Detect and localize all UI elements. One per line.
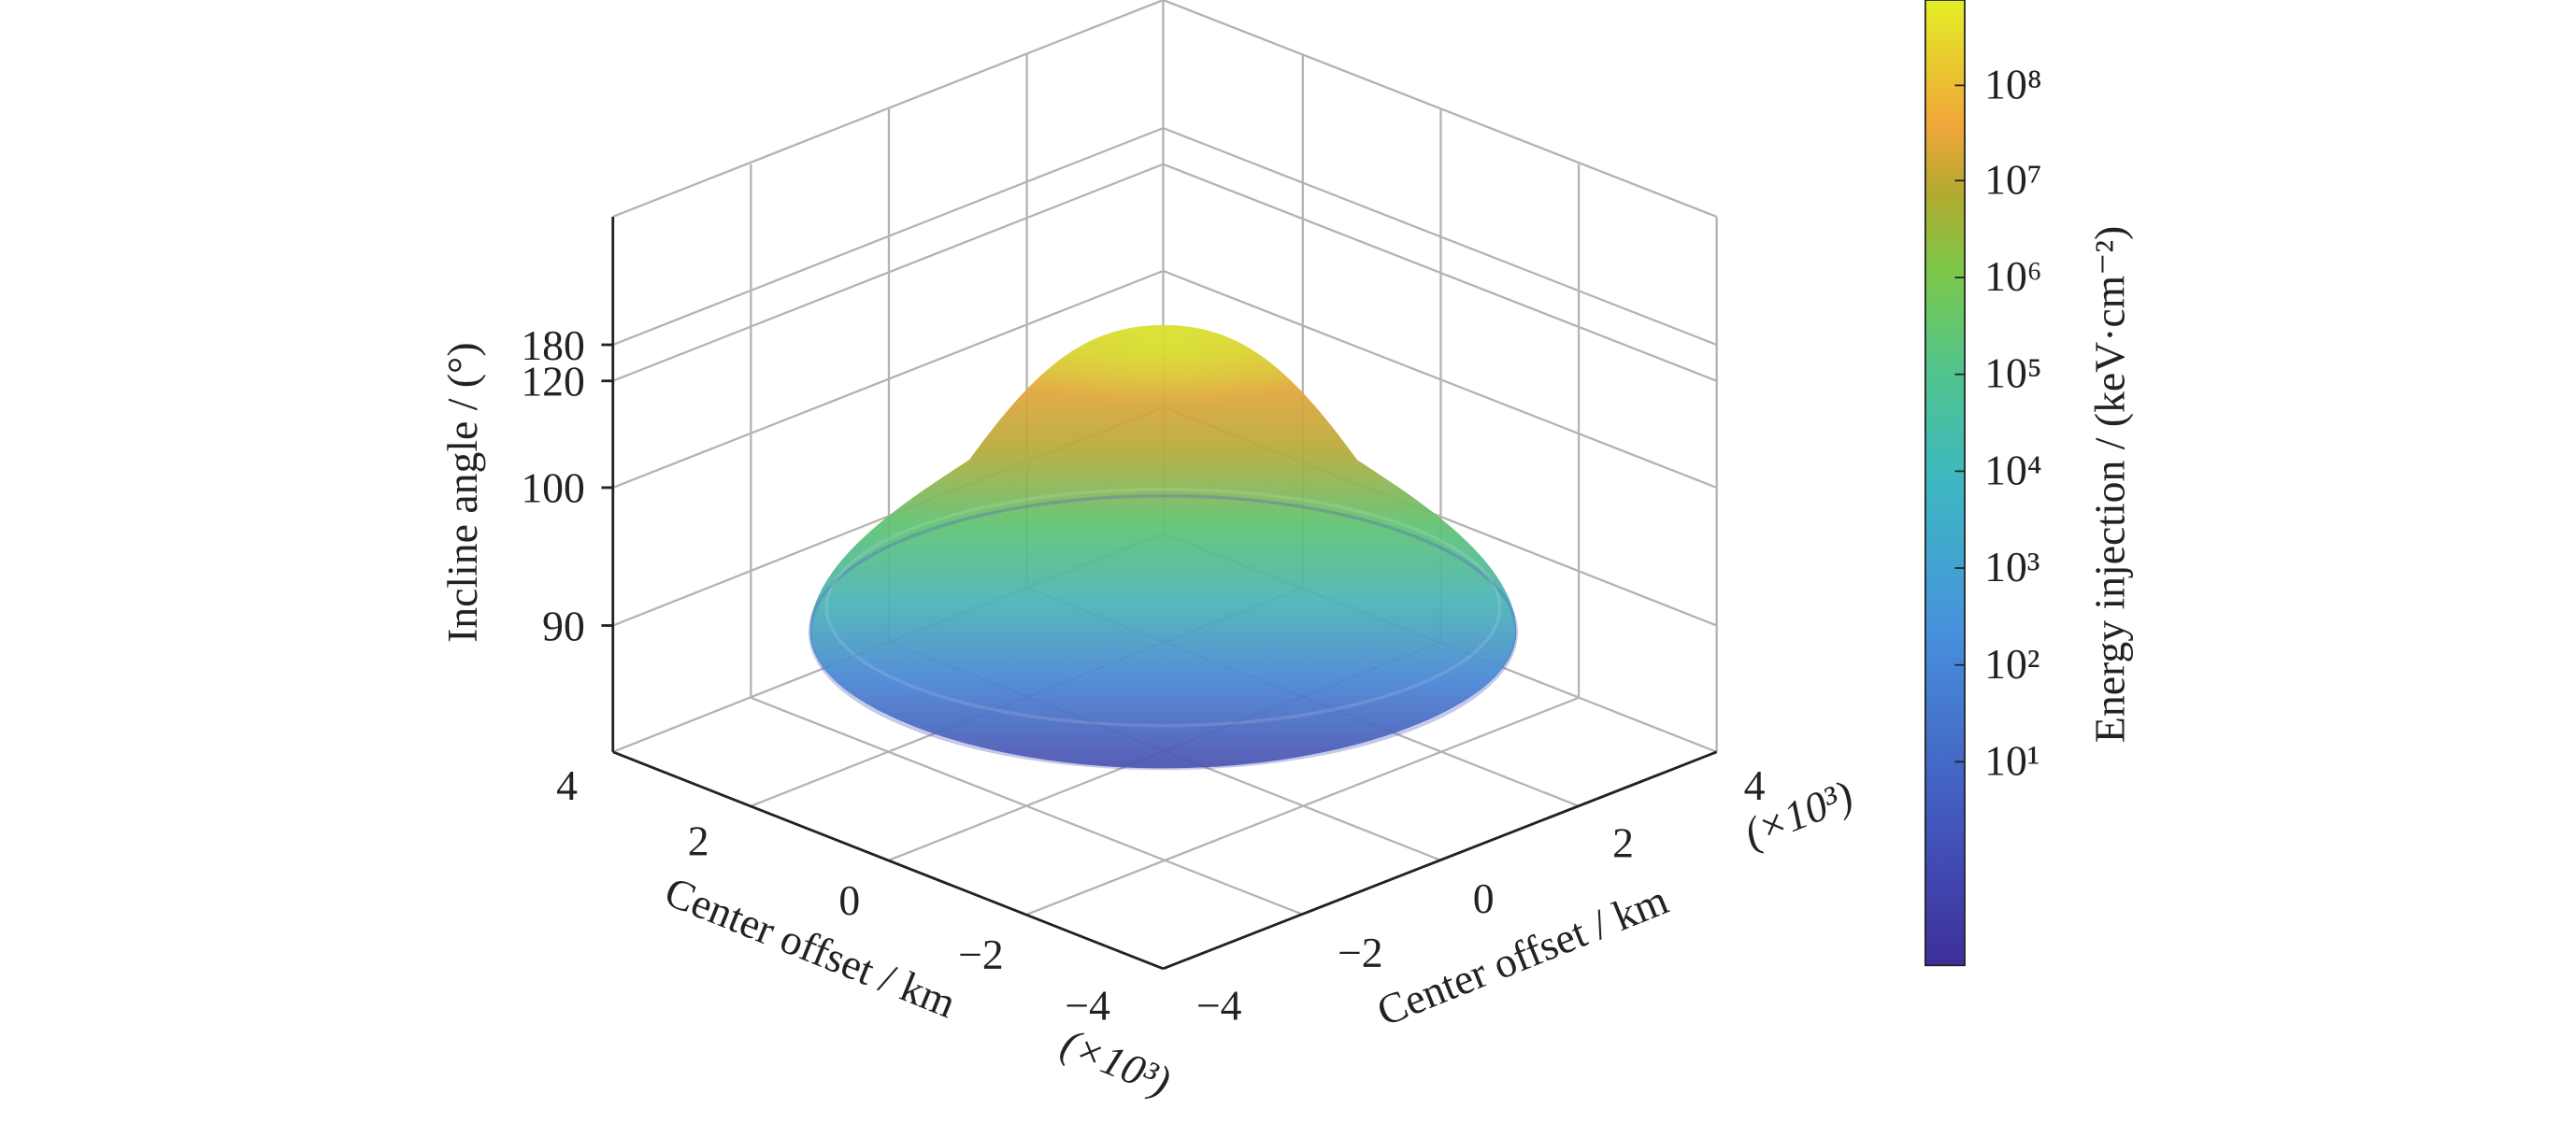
colorbar-tick: 10⁶ [1984,252,2042,300]
z-tick: 90 [542,602,585,649]
colorbar-label: Energy injection / (keV·cm⁻²) [2085,226,2133,743]
dome-surface [808,324,1519,771]
y-tick: 0 [1473,874,1495,922]
x-tick: −4 [1065,981,1110,1029]
y-tick: −4 [1196,981,1242,1029]
axes [601,216,1718,971]
colorbar-tick: 10⁴ [1984,446,2042,493]
back-walls [612,0,1718,916]
z-tick-labels: 180 120 100 90 [521,321,585,650]
colorbar-tick: 10⁷ [1984,155,2042,203]
x-tick: 0 [838,876,860,924]
colorbar-tick: 10⁸ [1984,60,2042,107]
y-tick: 4 [1744,761,1766,809]
colorbar: 10¹ 10² 10³ 10⁴ 10⁵ 10⁶ 10⁷ 10⁸ Energy i… [1924,0,2133,967]
colorbar-tick: 10⁵ [1984,349,2042,397]
z-axis-label: Incline angle / (°) [438,342,486,642]
x-tick: 2 [688,817,709,865]
z-tick: 120 [521,358,585,405]
x-tick: 4 [556,761,578,809]
z-tick: 100 [521,464,585,512]
colorbar-tick: 10³ [1984,543,2039,590]
y-axis-label: Center offset / km [1370,875,1674,1035]
colorbar-tick: 10¹ [1984,736,2039,784]
x-multiplier: (×10³) [1055,1018,1178,1104]
z-tick: 180 [521,321,585,369]
y-tick: −2 [1338,929,1383,976]
x-tick-labels: 4 2 0 −2 −4 [556,761,1110,1029]
y-tick-labels: −4 −2 0 2 4 [1196,761,1766,1029]
y-tick: 2 [1612,818,1634,866]
colorbar-tick: 10² [1984,640,2039,688]
x-axis-label: Center offset / km [658,867,962,1027]
x-tick: −2 [958,931,1004,978]
